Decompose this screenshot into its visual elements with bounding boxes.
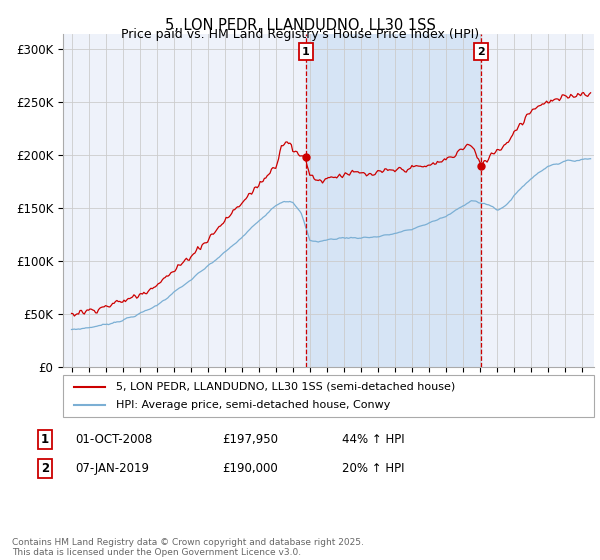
Text: Contains HM Land Registry data © Crown copyright and database right 2025.
This d: Contains HM Land Registry data © Crown c…	[12, 538, 364, 557]
Text: 07-JAN-2019: 07-JAN-2019	[75, 462, 149, 475]
Text: 20% ↑ HPI: 20% ↑ HPI	[342, 462, 404, 475]
Text: £190,000: £190,000	[222, 462, 278, 475]
Text: 5, LON PEDR, LLANDUDNO, LL30 1SS: 5, LON PEDR, LLANDUDNO, LL30 1SS	[164, 18, 436, 33]
Text: 01-OCT-2008: 01-OCT-2008	[75, 433, 152, 446]
Text: 5, LON PEDR, LLANDUDNO, LL30 1SS (semi-detached house): 5, LON PEDR, LLANDUDNO, LL30 1SS (semi-d…	[116, 382, 455, 392]
Text: Price paid vs. HM Land Registry's House Price Index (HPI): Price paid vs. HM Land Registry's House …	[121, 28, 479, 41]
Text: 1: 1	[41, 433, 49, 446]
Text: 1: 1	[302, 46, 310, 57]
Text: 2: 2	[41, 462, 49, 475]
Text: HPI: Average price, semi-detached house, Conwy: HPI: Average price, semi-detached house,…	[116, 400, 391, 410]
FancyBboxPatch shape	[63, 375, 594, 417]
Bar	[305, 34, 481, 367]
Text: £197,950: £197,950	[222, 433, 278, 446]
Text: 44% ↑ HPI: 44% ↑ HPI	[342, 433, 404, 446]
Text: 2: 2	[477, 46, 485, 57]
